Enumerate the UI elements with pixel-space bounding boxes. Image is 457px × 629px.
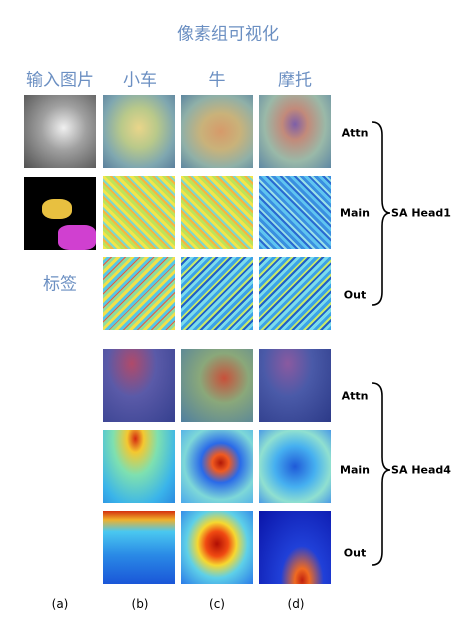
row-label: Out — [343, 288, 367, 302]
head-label: SA Head1 — [391, 206, 451, 220]
heatmap — [103, 257, 175, 330]
label-cow — [42, 199, 72, 219]
heatmap — [259, 511, 331, 584]
heatmap — [181, 430, 253, 503]
heatmap — [259, 257, 331, 330]
brace — [371, 121, 391, 306]
head-label: SA Head4 — [391, 463, 451, 477]
row-label: Attn — [341, 126, 369, 140]
row-label: Main — [340, 463, 370, 477]
heatmap — [259, 430, 331, 503]
heatmap — [181, 176, 253, 249]
column-header: 牛 — [208, 70, 226, 91]
heatmap — [103, 176, 175, 249]
heatmap — [181, 257, 253, 330]
caption: (a) — [51, 597, 69, 611]
heatmap — [103, 95, 175, 168]
label-caption: 标签 — [43, 274, 77, 295]
brace — [371, 382, 391, 566]
label-image — [24, 177, 96, 250]
caption: (c) — [209, 597, 225, 611]
column-header: 小车 — [123, 70, 157, 91]
row-label: Main — [340, 206, 370, 220]
heatmap — [181, 95, 253, 168]
heatmap — [259, 95, 331, 168]
heatmap — [181, 349, 253, 422]
column-header: 输入图片 — [26, 70, 94, 91]
heatmap — [103, 511, 175, 584]
label-moto — [58, 225, 96, 250]
row-label: Out — [343, 546, 367, 560]
heatmap — [259, 176, 331, 249]
figure-title: 像素组可视化 — [177, 24, 279, 45]
heatmap — [181, 511, 253, 584]
row-label: Attn — [341, 389, 369, 403]
heatmap — [259, 349, 331, 422]
caption: (d) — [287, 597, 305, 611]
caption: (b) — [131, 597, 149, 611]
input-image — [24, 95, 96, 168]
column-header: 摩托 — [278, 70, 312, 91]
heatmap — [103, 430, 175, 503]
heatmap — [103, 349, 175, 422]
